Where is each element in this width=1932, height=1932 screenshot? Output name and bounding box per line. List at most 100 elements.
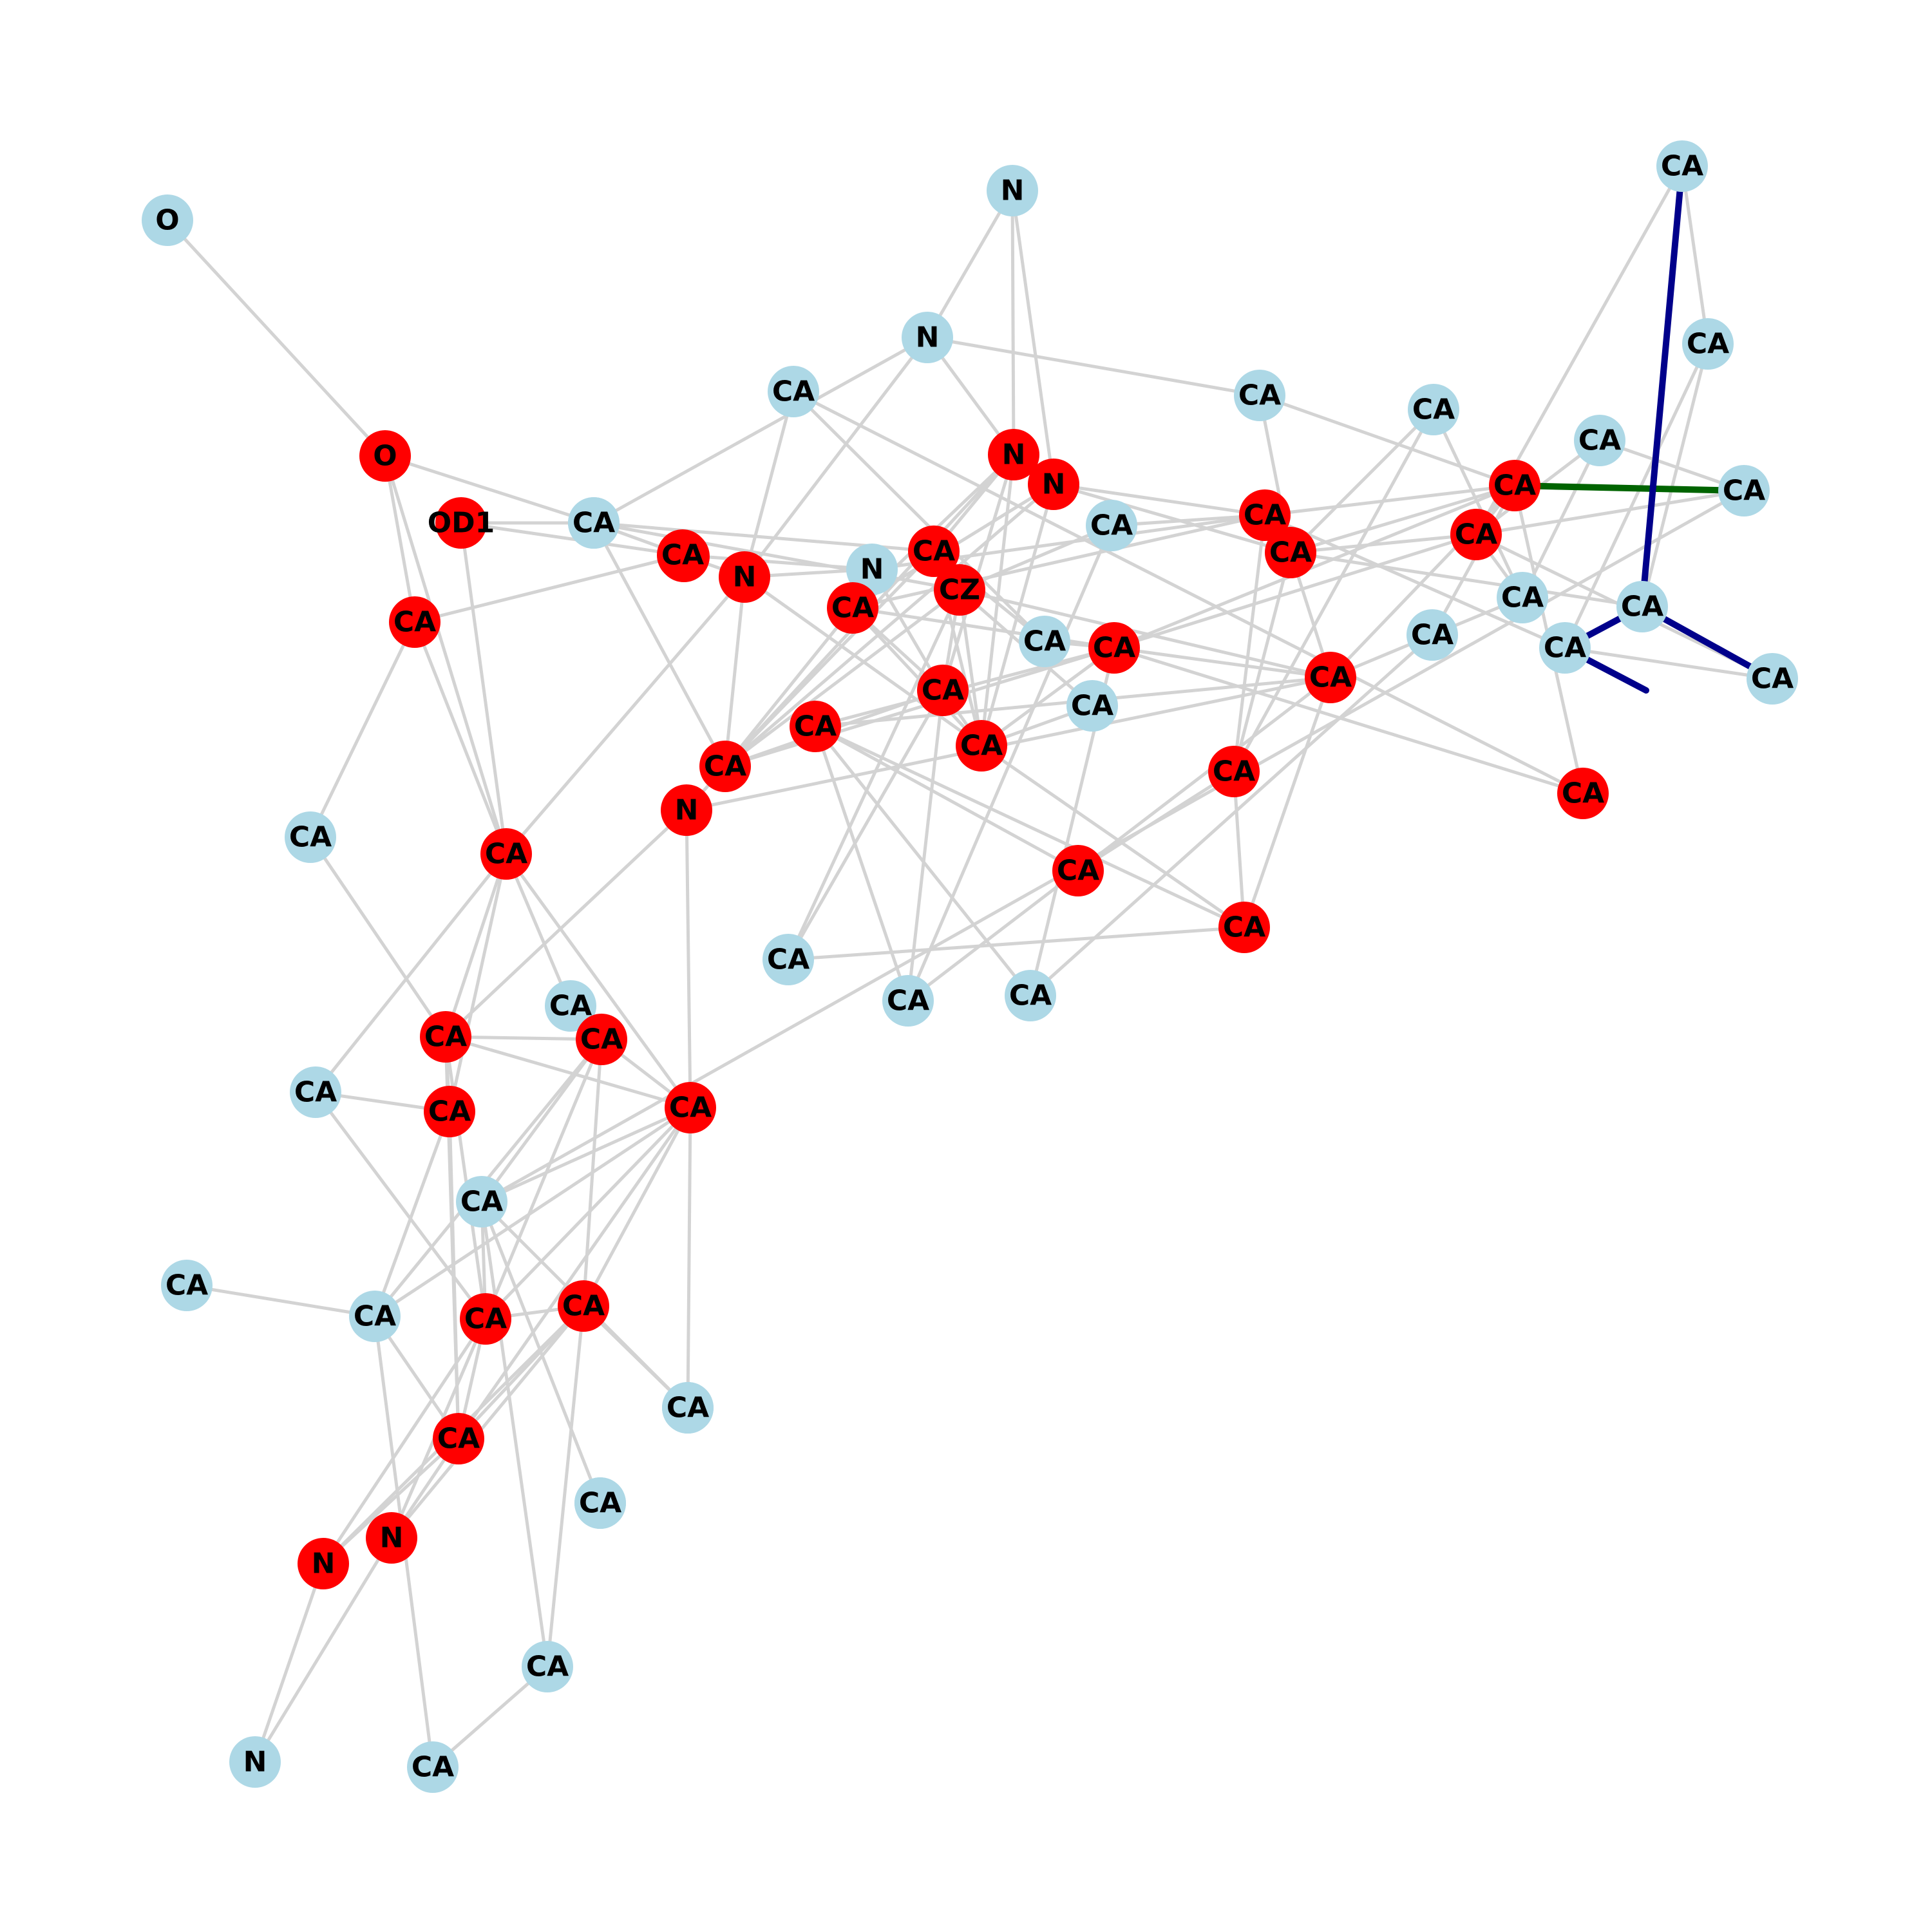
graph-edge (166, 218, 387, 458)
graph-node-blue: CA (1747, 653, 1798, 705)
node-label: CA (1090, 509, 1133, 542)
node-circle (1489, 460, 1540, 511)
graph-edge (308, 835, 448, 1039)
node-circle (827, 582, 878, 634)
node-label: CA (704, 750, 746, 783)
graph-node-blue: N (846, 544, 898, 595)
node-circle (934, 564, 985, 616)
node-circle (460, 1293, 511, 1345)
graph-edge (1232, 513, 1267, 773)
node-label: CA (1562, 777, 1604, 810)
graph-node-blue: CA (1066, 680, 1118, 732)
graph-node-red: N (988, 429, 1039, 480)
node-label: CA (354, 1300, 396, 1333)
node-label: CA (1269, 536, 1312, 569)
graph-edge (685, 808, 692, 1110)
node-circle (699, 741, 751, 792)
node-label: CA (794, 710, 837, 743)
node-circle (456, 1176, 507, 1227)
graph-node-red: CA (558, 1280, 609, 1332)
node-label: N (312, 1548, 336, 1580)
node-label: CA (424, 1021, 467, 1054)
graph-node-red: CA (480, 828, 532, 880)
graph-edge (906, 688, 945, 1003)
node-circle (1305, 652, 1356, 703)
node-label: CA (922, 674, 964, 707)
graph-edge (373, 1106, 692, 1318)
graph-edge (484, 1037, 603, 1321)
graph-node-red: CA (917, 665, 969, 716)
graph-edge (980, 744, 1246, 929)
graph-node-red: CA (1265, 527, 1316, 578)
node-label: CA (1723, 475, 1765, 507)
node-label: CA (1661, 150, 1703, 183)
node-label: CA (460, 1186, 503, 1218)
graph-edge (813, 724, 910, 1003)
node-label: CA (485, 838, 527, 871)
node-label: CA (580, 1023, 623, 1056)
graph-node-red: CA (460, 1293, 511, 1345)
graph-node-red: CZ (934, 564, 985, 616)
graph-edge (786, 588, 961, 961)
graph-node-blue: CA (290, 1066, 341, 1118)
node-label: CA (1057, 855, 1099, 887)
node-label: N (380, 1522, 404, 1555)
node-circle (142, 194, 193, 246)
graph-node-blue: O (142, 194, 193, 246)
node-circle (846, 544, 898, 595)
graph-edge (723, 482, 1056, 768)
node-circle (1557, 768, 1609, 819)
node-circle (987, 165, 1038, 216)
node-label: CA (772, 375, 815, 408)
graph-node-red: N (719, 551, 770, 603)
graph-edge (791, 390, 1046, 643)
graph-node-blue: CA (1656, 140, 1708, 192)
graph-node-red: CA (665, 1082, 716, 1133)
node-circle (545, 980, 596, 1032)
node-label: CA (166, 1269, 208, 1302)
graph-node-blue: CA (1019, 616, 1070, 667)
graph-edge (1474, 489, 1746, 536)
graph-node-blue: CA (882, 975, 934, 1027)
graph-edge (1028, 633, 1434, 998)
graph-edge (1232, 408, 1435, 773)
node-circle (1747, 653, 1798, 705)
node-label: CA (767, 943, 810, 976)
node-label: CA (1213, 755, 1255, 788)
graph-edge (504, 575, 746, 856)
graph-node-blue: CA (1539, 622, 1591, 674)
graph-edge (545, 1304, 585, 1669)
graph-edge (1010, 189, 1016, 457)
graph-edge (582, 1106, 692, 1308)
graph-edge (1052, 482, 1267, 517)
graph-edge (383, 454, 596, 525)
graph-node-blue: CA (1086, 500, 1137, 551)
graph-edge (1563, 342, 1710, 650)
graph-node-blue: CA (1718, 465, 1770, 516)
node-circle (1539, 622, 1591, 674)
graph-edge (480, 1200, 549, 1669)
graph-edge (444, 852, 508, 1039)
graph-edge (1263, 513, 1567, 650)
node-label: CA (1023, 625, 1066, 658)
graph-node-blue: CA (574, 1477, 626, 1529)
node-circle (988, 429, 1039, 480)
graph-edge (253, 1536, 393, 1764)
graph-edge (681, 553, 874, 571)
graph-edge (786, 925, 1246, 961)
node-label: CA (1009, 980, 1052, 1012)
node-label: CA (1455, 518, 1497, 551)
graph-node-red: CA (420, 1011, 471, 1063)
node-circle (956, 720, 1007, 772)
node-circle (420, 1011, 471, 1063)
graph-edge (1052, 482, 1293, 554)
graph-edge (321, 1317, 488, 1566)
node-label: CA (573, 507, 615, 540)
graph-edge (504, 852, 573, 1008)
graph-node-blue: CA (285, 811, 336, 863)
node-circle (882, 975, 934, 1027)
node-label: CA (464, 1303, 507, 1336)
node-label: CA (1621, 591, 1663, 623)
graph-edge (813, 724, 1080, 873)
graph-node-blue: N (987, 165, 1038, 216)
